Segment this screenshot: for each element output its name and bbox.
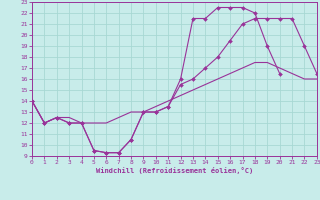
X-axis label: Windchill (Refroidissement éolien,°C): Windchill (Refroidissement éolien,°C)	[96, 167, 253, 174]
